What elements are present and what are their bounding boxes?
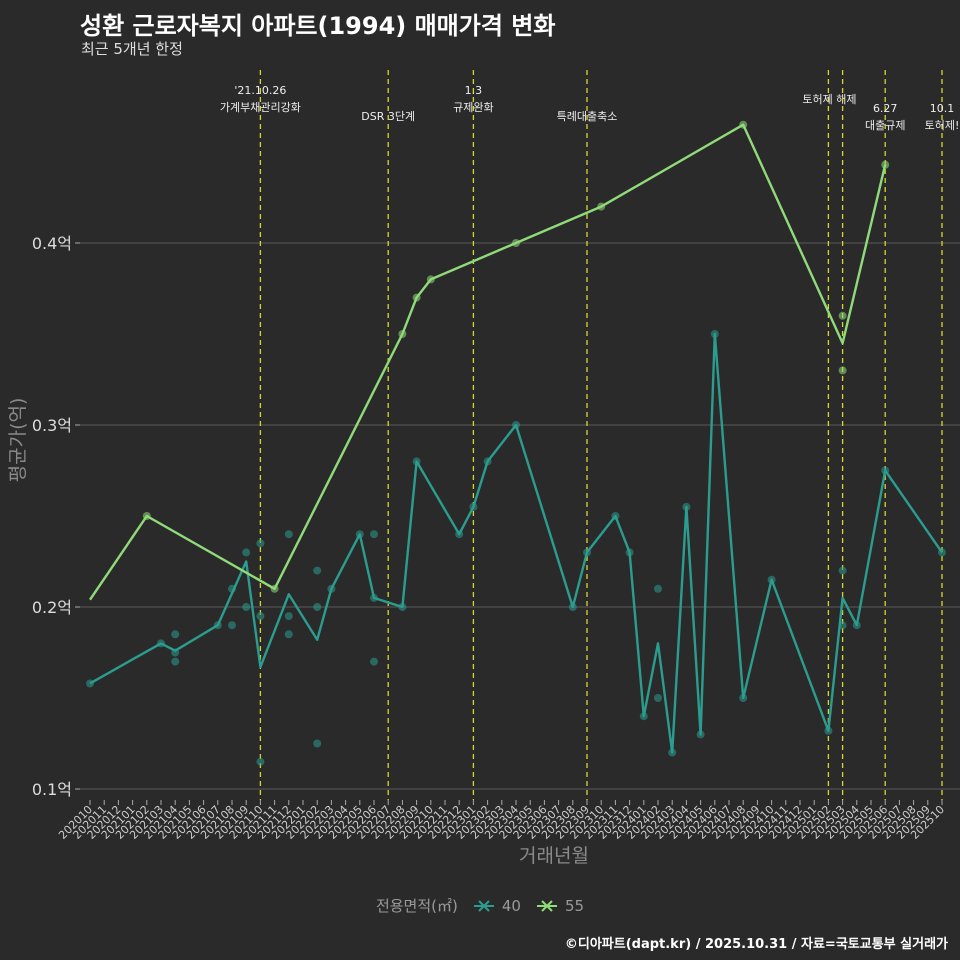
- credit-text: ©디아파트(dapt.kr) / 2025.10.31 / 자료=국토교통부 실…: [564, 937, 948, 952]
- legend-item-40: 40: [472, 897, 521, 915]
- data-point: [313, 603, 322, 611]
- event-label: 특례대출축소: [557, 110, 618, 123]
- data-point: [284, 612, 293, 621]
- event-label: 10.1: [930, 102, 955, 115]
- event-label: 토허제!: [925, 119, 960, 132]
- legend-key-55: [536, 899, 557, 912]
- data-point: [838, 366, 847, 375]
- data-point: [284, 630, 293, 639]
- data-point: [284, 530, 293, 539]
- data-point: [370, 530, 378, 539]
- y-tick-label: 0.1억: [32, 780, 72, 799]
- event-label: 6.27: [873, 102, 898, 115]
- chart-title: 성환 근로자복지 아파트(1994) 매매가격 변화: [80, 12, 556, 40]
- data-point: [256, 539, 265, 548]
- y-axis-label: 평균가(억): [7, 398, 29, 483]
- event-label: DSR 3단계: [361, 110, 415, 123]
- data-point: [838, 566, 847, 575]
- chart-subtitle: 최근 5개년 한정: [81, 40, 183, 58]
- y-tick-label: 0.3억: [32, 416, 72, 435]
- event-label: 1.3: [465, 84, 483, 97]
- data-point: [242, 603, 251, 611]
- legend-label-40: 40: [501, 896, 521, 915]
- data-point: [228, 621, 236, 630]
- event-label: 대출규제: [865, 119, 905, 132]
- event-label: '21.10.26: [234, 84, 286, 97]
- data-point: [256, 612, 265, 621]
- series-line-55: [89, 123, 887, 601]
- event-label: 가계부채관리강화: [220, 101, 301, 114]
- event-label: 규제완화: [453, 101, 493, 114]
- series-line-40: [89, 332, 943, 754]
- legend: 전용면적(㎡) 40 55: [0, 895, 960, 916]
- y-tick-label: 0.4억: [32, 234, 72, 253]
- legend-title: 전용면적(㎡): [375, 897, 458, 915]
- data-point: [256, 757, 265, 766]
- data-point: [313, 739, 322, 748]
- data-point: [370, 657, 378, 666]
- series-55: [89, 120, 890, 601]
- data-point: [313, 566, 322, 575]
- legend-key-40: [473, 899, 494, 912]
- data-point: [171, 657, 180, 666]
- data-point: [654, 584, 662, 593]
- x-axis-label: 거래년월: [519, 845, 589, 867]
- data-point: [242, 548, 251, 557]
- y-tick-label: 0.2억: [32, 598, 72, 617]
- data-point: [171, 630, 180, 639]
- event-label: 토허제 해제: [802, 92, 856, 106]
- data-point: [838, 311, 847, 320]
- legend-label-55: 55: [564, 896, 585, 915]
- legend-item-55: 55: [535, 897, 584, 915]
- data-point: [654, 694, 662, 702]
- series-40: [86, 330, 946, 766]
